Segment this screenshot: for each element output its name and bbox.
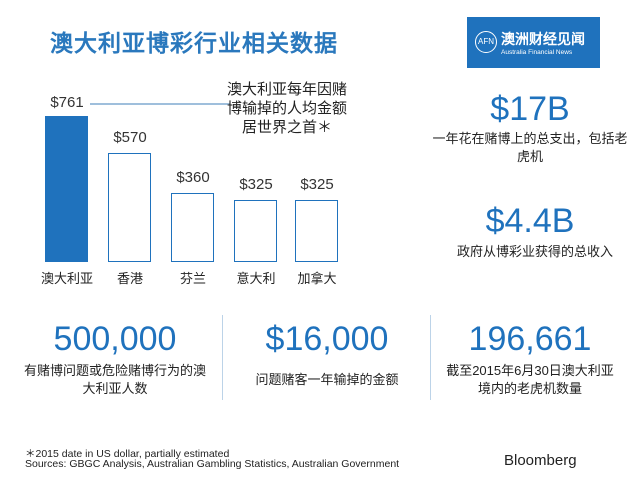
category-label: 芬兰: [179, 271, 206, 286]
bar-2: [171, 192, 214, 262]
value-label: $325: [300, 175, 334, 193]
stat-total-spend: $17B: [490, 90, 570, 128]
chart-annotation: 澳大利亚每年因赌博输掉的人均金额居世界之首＊: [226, 81, 347, 136]
divider: [430, 315, 431, 400]
afn-logo: AFN 澳洲财经见闻 Australia Financial News: [467, 17, 600, 68]
bloomberg-brand: Bloomberg: [504, 452, 577, 469]
stat-total-spend-text: 一年花在赌博上的总支出，包括老虎机: [432, 131, 628, 164]
stat-problem-gamblers: 500,000: [53, 320, 177, 358]
category-label: 澳大利亚: [40, 271, 93, 286]
stat-loss-per-gambler-text: 问题赌客一年输掉的金额: [255, 372, 399, 387]
stat-loss-per-gambler: $16,000: [265, 320, 389, 358]
value-label: $570: [113, 128, 147, 146]
divider: [222, 315, 223, 400]
logo-cn: 澳洲财经见闻: [501, 31, 585, 47]
stat-pokies: 196,661: [468, 320, 592, 358]
stat-problem-gamblers-text: 有赌博问题或危险赌博行为的澳大利亚人数: [23, 363, 206, 396]
category-label: 意大利: [236, 271, 276, 286]
value-label: $360: [176, 168, 210, 186]
stat-gov-revenue: $4.4B: [485, 202, 575, 240]
bar-1: [108, 152, 151, 262]
category-label: 香港: [116, 271, 143, 286]
bar-3: [234, 199, 277, 262]
footnote: ＊2015 date in US dollar, partially estim…: [25, 448, 230, 460]
category-label: 加拿大: [297, 271, 337, 286]
stat-gov-revenue-text: 政府从博彩业获得的总收入: [456, 244, 613, 259]
bar-4: [295, 199, 338, 262]
logo-en: Australia Financial News: [501, 49, 573, 56]
page-title: 澳大利亚博彩行业相关数据: [50, 30, 338, 56]
afn-logo-mark: AFN: [475, 31, 497, 53]
bar-0: [45, 116, 88, 262]
annotation-leader-line: [90, 103, 230, 105]
sources: Sources: GBGC Analysis, Australian Gambl…: [25, 458, 400, 470]
value-label: $761: [50, 94, 84, 111]
value-label: $325: [239, 175, 273, 193]
stat-pokies-text: 截至2015年6月30日澳大利亚境内的老虎机数量: [446, 363, 614, 396]
